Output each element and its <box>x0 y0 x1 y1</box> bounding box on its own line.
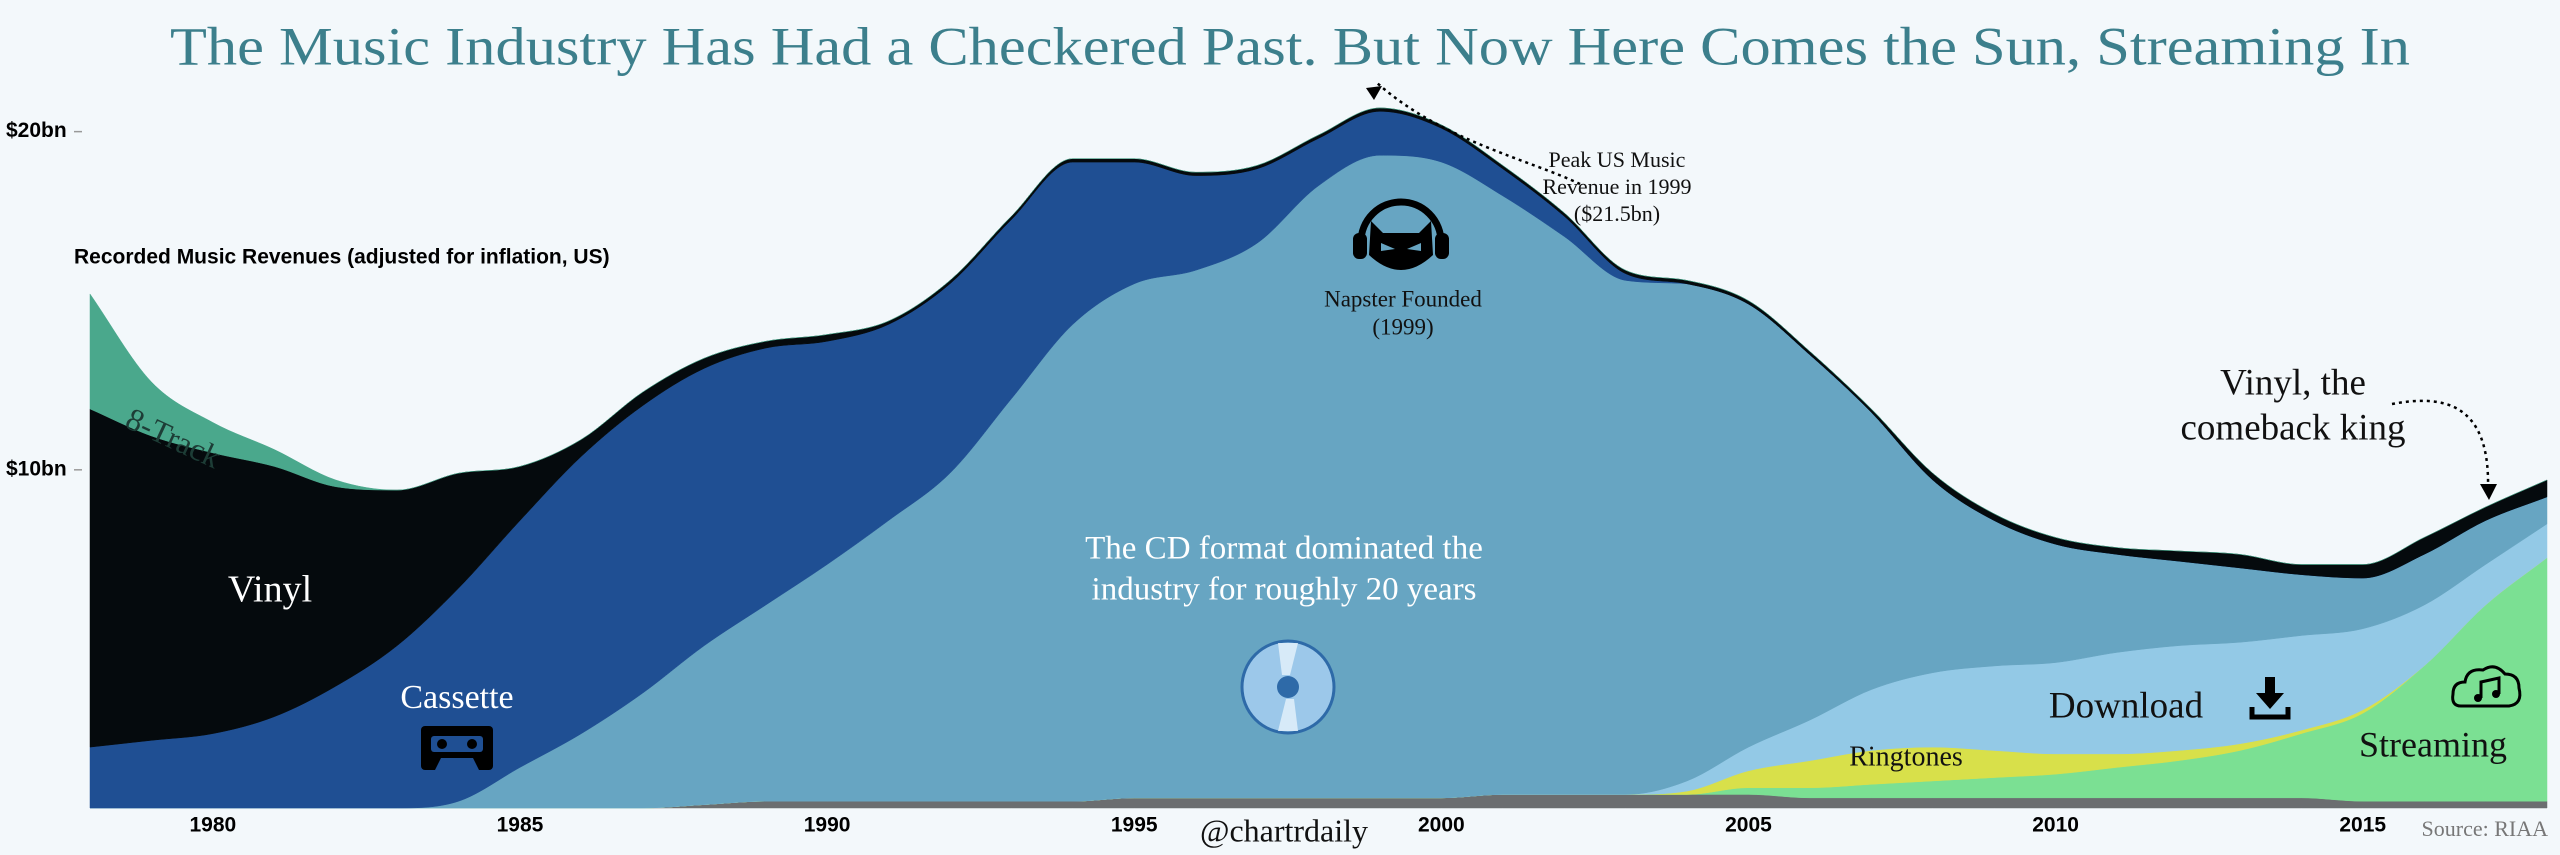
comeback-arrow <box>2391 399 2490 489</box>
annotation: Peak US Music <box>1549 147 1686 172</box>
x-tick-label: 2015 <box>2339 814 2386 837</box>
annotation: industry for roughly 20 years <box>1092 572 1477 608</box>
peak-arrowhead <box>1366 86 1382 100</box>
annotation: Vinyl, the <box>2220 362 2366 403</box>
series-label: Cassette <box>400 679 513 716</box>
download-icon <box>2249 677 2291 720</box>
series-label: Vinyl <box>228 569 312 611</box>
x-tick-label: 2010 <box>2032 814 2079 837</box>
comeback-arrowhead <box>2480 484 2497 500</box>
cd-icon <box>1240 639 1336 735</box>
chart-title: The Music Industry Has Had a Checkered P… <box>170 16 2410 76</box>
annotation: Napster Founded <box>1324 286 1482 311</box>
axes: $10bn $20bn 1980 1985 1990 1995 2000 2005 2010 20… <box>6 119 2386 836</box>
x-tick-label: 1985 <box>497 814 544 837</box>
annotation: The CD format dominated the <box>1085 531 1483 567</box>
y-tick-label: $10bn <box>6 457 67 480</box>
series-label: Download <box>2049 685 2204 726</box>
annotation: Revenue in 1999 <box>1542 174 1691 199</box>
x-tick-label: 1980 <box>189 814 236 837</box>
areas <box>89 107 2548 809</box>
x-tick-label: 1995 <box>1111 814 1158 837</box>
annotation: (1999) <box>1372 314 1433 339</box>
peak-arrow <box>1375 81 1581 186</box>
source: Source: RIAA <box>2422 816 2549 841</box>
series-label: Ringtones <box>1849 741 1963 772</box>
x-tick-label: 1990 <box>804 814 851 837</box>
x-tick-label: 2000 <box>1418 814 1465 837</box>
y-tick-label: $20bn <box>6 119 67 142</box>
napster-icon <box>1353 198 1449 270</box>
annotation: comeback king <box>2181 407 2406 448</box>
annotation: ($21.5bn) <box>1574 201 1660 226</box>
x-tick-label: 2005 <box>1725 814 1772 837</box>
series-label: Streaming <box>2359 724 2507 764</box>
streaming-icon <box>2451 665 2522 708</box>
subtitle: Recorded Music Revenues (adjusted for in… <box>74 246 610 269</box>
cassette-icon <box>421 726 493 770</box>
area <box>89 107 2548 565</box>
credit: @chartrdaily <box>1200 812 1368 848</box>
